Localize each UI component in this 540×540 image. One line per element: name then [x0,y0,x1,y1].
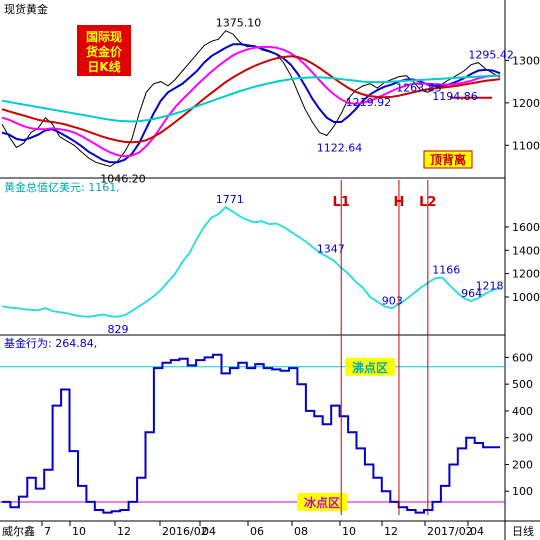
series-etf-value [1,205,501,318]
x-tick-label: 08 [294,525,308,538]
y-tick-label: 1400 [512,244,540,257]
value-label: 1347 [317,243,345,256]
panel1-title: 现货黄金 [4,2,48,16]
y-tick-label: 500 [512,378,533,391]
value-label: 1166 [432,264,460,277]
title-badge: 国际现 货金价 日K线 [77,25,131,76]
value-label: 1219.92 [346,96,392,109]
x-tick-label: 04 [202,525,216,538]
x-tick-label: 2016/02 [162,525,208,538]
y-tick-label: 1600 [512,221,540,234]
value-label: 903 [382,294,403,307]
y-tick-label: 400 [512,405,533,418]
value-label: 1218 [476,280,504,293]
series-ma-cyan [1,74,501,123]
badge-line-1: 国际现 [86,30,122,44]
value-label: 1295.42 [468,49,514,62]
series-ma-magenta [1,45,500,158]
y-tick-label: 600 [512,351,533,364]
y-tick-label: 1200 [512,97,540,110]
top-divergence-label: 顶背离 [423,150,473,169]
zone-badge [345,357,395,376]
marker-label-l2: L2 [419,195,436,210]
y-tick-label: 1000 [512,291,540,304]
value-label: 1771 [216,193,244,206]
value-label: 1263.83 [396,82,442,95]
badge-line-2: 货金价 [86,44,123,59]
x-tick-label: 12 [384,525,398,538]
x-tick-label: 2017/02 [427,525,473,538]
y-tick-label: 100 [512,485,533,498]
panel2-title: 黄金总值亿美元: 1161, [4,180,120,194]
value-label: 964 [461,287,482,300]
badge-line-3: 日K线 [87,59,120,74]
y-tick-label: 1100 [512,139,540,152]
zone-badge [297,492,347,511]
panel3-title: 基金行为: 264.84, [4,336,97,350]
bottom-right-label: 日线 [512,524,534,538]
value-label: 829 [107,323,128,336]
x-tick-label: 7 [44,525,51,538]
series-ma-red [1,55,501,144]
x-tick-label: 10 [72,525,86,538]
bottom-left-label: 威尔鑫 [2,524,35,538]
y-tick-label: 1300 [512,54,540,67]
x-tick-label: 12 [117,525,131,538]
x-tick-label: 10 [342,525,356,538]
series-fund-behavior [2,353,500,514]
y-tick-label: 200 [512,458,533,471]
value-label: 1122.64 [317,142,363,155]
zone-label: 冰点区 [304,495,340,510]
value-label: 1046.20 [100,173,145,186]
top-divergence-text: 顶背离 [430,152,466,167]
value-label: 1375.10 [216,17,262,30]
y-tick-label: 300 [512,432,533,445]
value-label: 1194.86 [432,90,478,103]
marker-label-h: H [394,195,405,210]
zone-label: 沸点区 [352,360,388,375]
y-tick-label: 1200 [512,268,540,281]
x-tick-label: 04 [470,525,484,538]
marker-label-l1: L1 [333,195,350,210]
x-tick-label: 06 [250,525,264,538]
